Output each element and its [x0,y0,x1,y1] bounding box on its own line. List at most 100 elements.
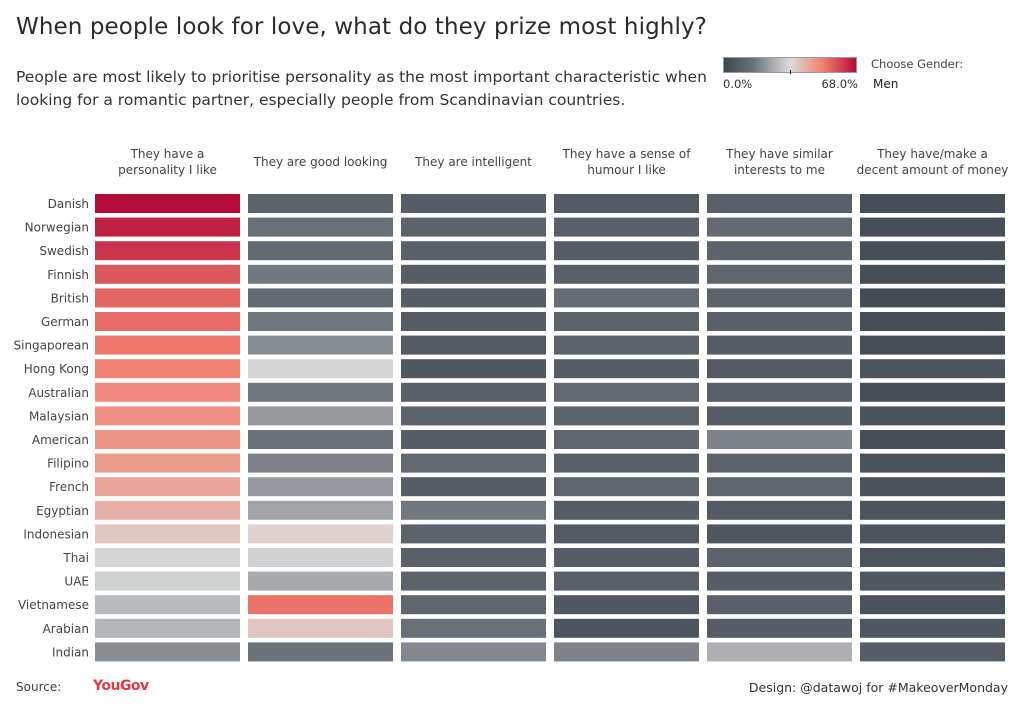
heatmap-cell[interactable]: American — They have a personality I lik… [95,430,240,449]
gender-filter-value[interactable]: Men [873,77,899,91]
heatmap-cell[interactable]: Norwegian — They have/make a decent amou… [860,217,1005,237]
heatmap-cell[interactable]: Malaysian — They have a sense of humour … [554,406,699,426]
heatmap-cell[interactable]: French — They have similar interests to … [707,477,852,497]
heatmap-cell[interactable]: Australian — They have a personality I l… [95,382,240,402]
heatmap-cell[interactable]: UAE — They have/make a decent amount of … [860,571,1005,591]
heatmap-cell[interactable]: Indian — They have similar interests to … [707,642,852,662]
heatmap-cell[interactable]: Thai — They have a personality I like: 3… [95,548,240,567]
heatmap-cell[interactable]: Arabian — They are intelligent: 14% [401,618,546,638]
heatmap-cell[interactable]: Arabian — They have similar interests to… [707,618,852,638]
heatmap-cell[interactable]: Swedish — They have a personality I like… [95,241,240,261]
heatmap-cell[interactable]: Danish — They are good looking: 10% [248,194,393,213]
heatmap-cell[interactable]: Vietnamese — They have/make a decent amo… [860,595,1005,615]
heatmap-cell[interactable]: Arabian — They have/make a decent amount… [860,618,1005,638]
heatmap-cell[interactable]: Hong Kong — They have a personality I li… [95,359,240,379]
heatmap-cell[interactable]: German — They have a personality I like:… [95,312,240,331]
heatmap-cell[interactable]: Vietnamese — They are good looking: 53% [248,595,393,615]
heatmap-cell[interactable]: French — They are intelligent: 8% [401,477,546,497]
heatmap-cell[interactable]: Danish — They have a personality I like:… [95,194,240,213]
heatmap-cell[interactable]: British — They are good looking: 12% [248,288,393,308]
heatmap-cell[interactable]: Hong Kong — They have similar interests … [707,359,852,379]
heatmap-cell[interactable]: Indonesian — They have a personality I l… [95,524,240,544]
heatmap-cell[interactable]: Egyptian — They have/make a decent amoun… [860,500,1005,520]
heatmap-cell[interactable]: German — They have/make a decent amount … [860,312,1005,331]
heatmap-cell[interactable]: Danish — They have similar interests to … [707,194,852,213]
heatmap-cell[interactable]: Swedish — They have/make a decent amount… [860,241,1005,261]
heatmap-cell[interactable]: Australian — They are good looking: 16% [248,382,393,402]
heatmap-cell[interactable]: UAE — They have similar interests to me:… [707,571,852,591]
heatmap-cell[interactable]: Arabian — They have a personality I like… [95,618,240,638]
heatmap-cell[interactable]: Swedish — They have a sense of humour I … [554,241,699,261]
heatmap-cell[interactable]: Australian — They are intelligent: 9% [401,382,546,402]
heatmap-cell[interactable]: Indonesian — They have similar interests… [707,524,852,544]
heatmap-cell[interactable]: Swedish — They are intelligent: 9% [401,241,546,261]
heatmap-cell[interactable]: Australian — They have similar interests… [707,382,852,402]
heatmap-cell[interactable]: Finnish — They have a personality I like… [95,264,240,284]
heatmap-cell[interactable]: Australian — They have/make a decent amo… [860,382,1005,402]
heatmap-cell[interactable]: Finnish — They are good looking: 16% [248,264,393,284]
heatmap-cell[interactable]: Hong Kong — They have/make a decent amou… [860,359,1005,379]
heatmap-cell[interactable]: Egyptian — They have a personality I lik… [95,500,240,520]
heatmap-cell[interactable]: Vietnamese — They have similar interests… [707,595,852,615]
heatmap-cell[interactable]: Australian — They have a sense of humour… [554,382,699,402]
heatmap-cell[interactable]: Malaysian — They are good looking: 22% [248,406,393,426]
heatmap-cell[interactable]: American — They have/make a decent amoun… [860,430,1005,449]
heatmap-cell[interactable]: Swedish — They have similar interests to… [707,241,852,261]
heatmap-cell[interactable]: Arabian — They have a sense of humour I … [554,618,699,638]
heatmap-cell[interactable]: American — They are intelligent: 8% [401,430,546,449]
heatmap-cell[interactable]: French — They have a sense of humour I l… [554,477,699,497]
heatmap-cell[interactable]: Filipino — They have a sense of humour I… [554,453,699,473]
heatmap-cell[interactable]: Indonesian — They have/make a decent amo… [860,524,1005,544]
heatmap-cell[interactable]: Malaysian — They have/make a decent amou… [860,406,1005,426]
heatmap-cell[interactable]: American — They are good looking: 15% [248,430,393,449]
heatmap-cell[interactable]: American — They have a sense of humour I… [554,430,699,449]
heatmap-cell[interactable]: Swedish — They are good looking: 12% [248,241,393,261]
heatmap-cell[interactable]: Thai — They have similar interests to me… [707,548,852,567]
heatmap-cell[interactable]: Singaporean — They are good looking: 20% [248,335,393,355]
heatmap-cell[interactable]: American — They have similar interests t… [707,430,852,449]
heatmap-cell[interactable]: Singaporean — They are intelligent: 7% [401,335,546,355]
heatmap-cell[interactable]: Norwegian — They have a sense of humour … [554,217,699,237]
heatmap-cell[interactable]: UAE — They have a personality I like: 32… [95,571,240,591]
heatmap-cell[interactable]: British — They have a personality I like… [95,288,240,308]
heatmap-cell[interactable]: Indian — They have/make a decent amount … [860,642,1005,662]
heatmap-cell[interactable]: Filipino — They are good looking: 18% [248,453,393,473]
yougov-logo[interactable]: YouGov [93,678,149,694]
heatmap-cell[interactable]: French — They have a personality I like:… [95,477,240,497]
heatmap-cell[interactable]: Finnish — They have/make a decent amount… [860,264,1005,284]
heatmap-cell[interactable]: Egyptian — They are intelligent: 16% [401,500,546,520]
heatmap-cell[interactable]: Indian — They are intelligent: 19% [401,642,546,662]
heatmap-cell[interactable]: Danish — They are intelligent: 8% [401,194,546,213]
heatmap-cell[interactable]: Finnish — They are intelligent: 8% [401,264,546,284]
heatmap-cell[interactable]: Thai — They are intelligent: 9% [401,548,546,567]
heatmap-cell[interactable]: Indian — They are good looking: 15% [248,642,393,662]
heatmap-cell[interactable]: Filipino — They have/make a decent amoun… [860,453,1005,473]
heatmap-cell[interactable]: Norwegian — They have similar interests … [707,217,852,237]
heatmap-cell[interactable]: Norwegian — They are good looking: 14% [248,217,393,237]
heatmap-cell[interactable]: Thai — They are good looking: 32% [248,548,393,567]
heatmap-cell[interactable]: Vietnamese — They have a personality I l… [95,595,240,615]
heatmap-cell[interactable]: Indian — They have a personality I like:… [95,642,240,662]
heatmap-cell[interactable]: British — They have similar interests to… [707,288,852,308]
heatmap-cell[interactable]: Hong Kong — They have a sense of humour … [554,359,699,379]
heatmap-cell[interactable]: Filipino — They are intelligent: 12% [401,453,546,473]
heatmap-cell[interactable]: Vietnamese — They are intelligent: 11% [401,595,546,615]
heatmap-cell[interactable]: Egyptian — They have similar interests t… [707,500,852,520]
heatmap-cell[interactable]: Finnish — They have similar interests to… [707,264,852,284]
heatmap-cell[interactable]: Filipino — They have similar interests t… [707,453,852,473]
heatmap-cell[interactable]: Norwegian — They are intelligent: 10% [401,217,546,237]
heatmap-cell[interactable]: Danish — They have a sense of humour I l… [554,194,699,213]
heatmap-cell[interactable]: Singaporean — They have similar interest… [707,335,852,355]
heatmap-cell[interactable]: UAE — They are intelligent: 10% [401,571,546,591]
heatmap-cell[interactable]: German — They are good looking: 16% [248,312,393,331]
heatmap-cell[interactable]: Indonesian — They have a sense of humour… [554,524,699,544]
heatmap-cell[interactable]: Egyptian — They are good looking: 24% [248,500,393,520]
heatmap-cell[interactable]: Egyptian — They have a sense of humour I… [554,500,699,520]
heatmap-cell[interactable]: Hong Kong — They are good looking: 33% [248,359,393,379]
heatmap-cell[interactable]: Arabian — They are good looking: 38% [248,618,393,638]
heatmap-cell[interactable]: Vietnamese — They have a sense of humour… [554,595,699,615]
heatmap-cell[interactable]: Indonesian — They are intelligent: 10% [401,524,546,544]
heatmap-cell[interactable]: Thai — They have a sense of humour I lik… [554,548,699,567]
heatmap-cell[interactable]: Indian — They have a sense of humour I l… [554,642,699,662]
heatmap-cell[interactable]: British — They have/make a decent amount… [860,288,1005,308]
